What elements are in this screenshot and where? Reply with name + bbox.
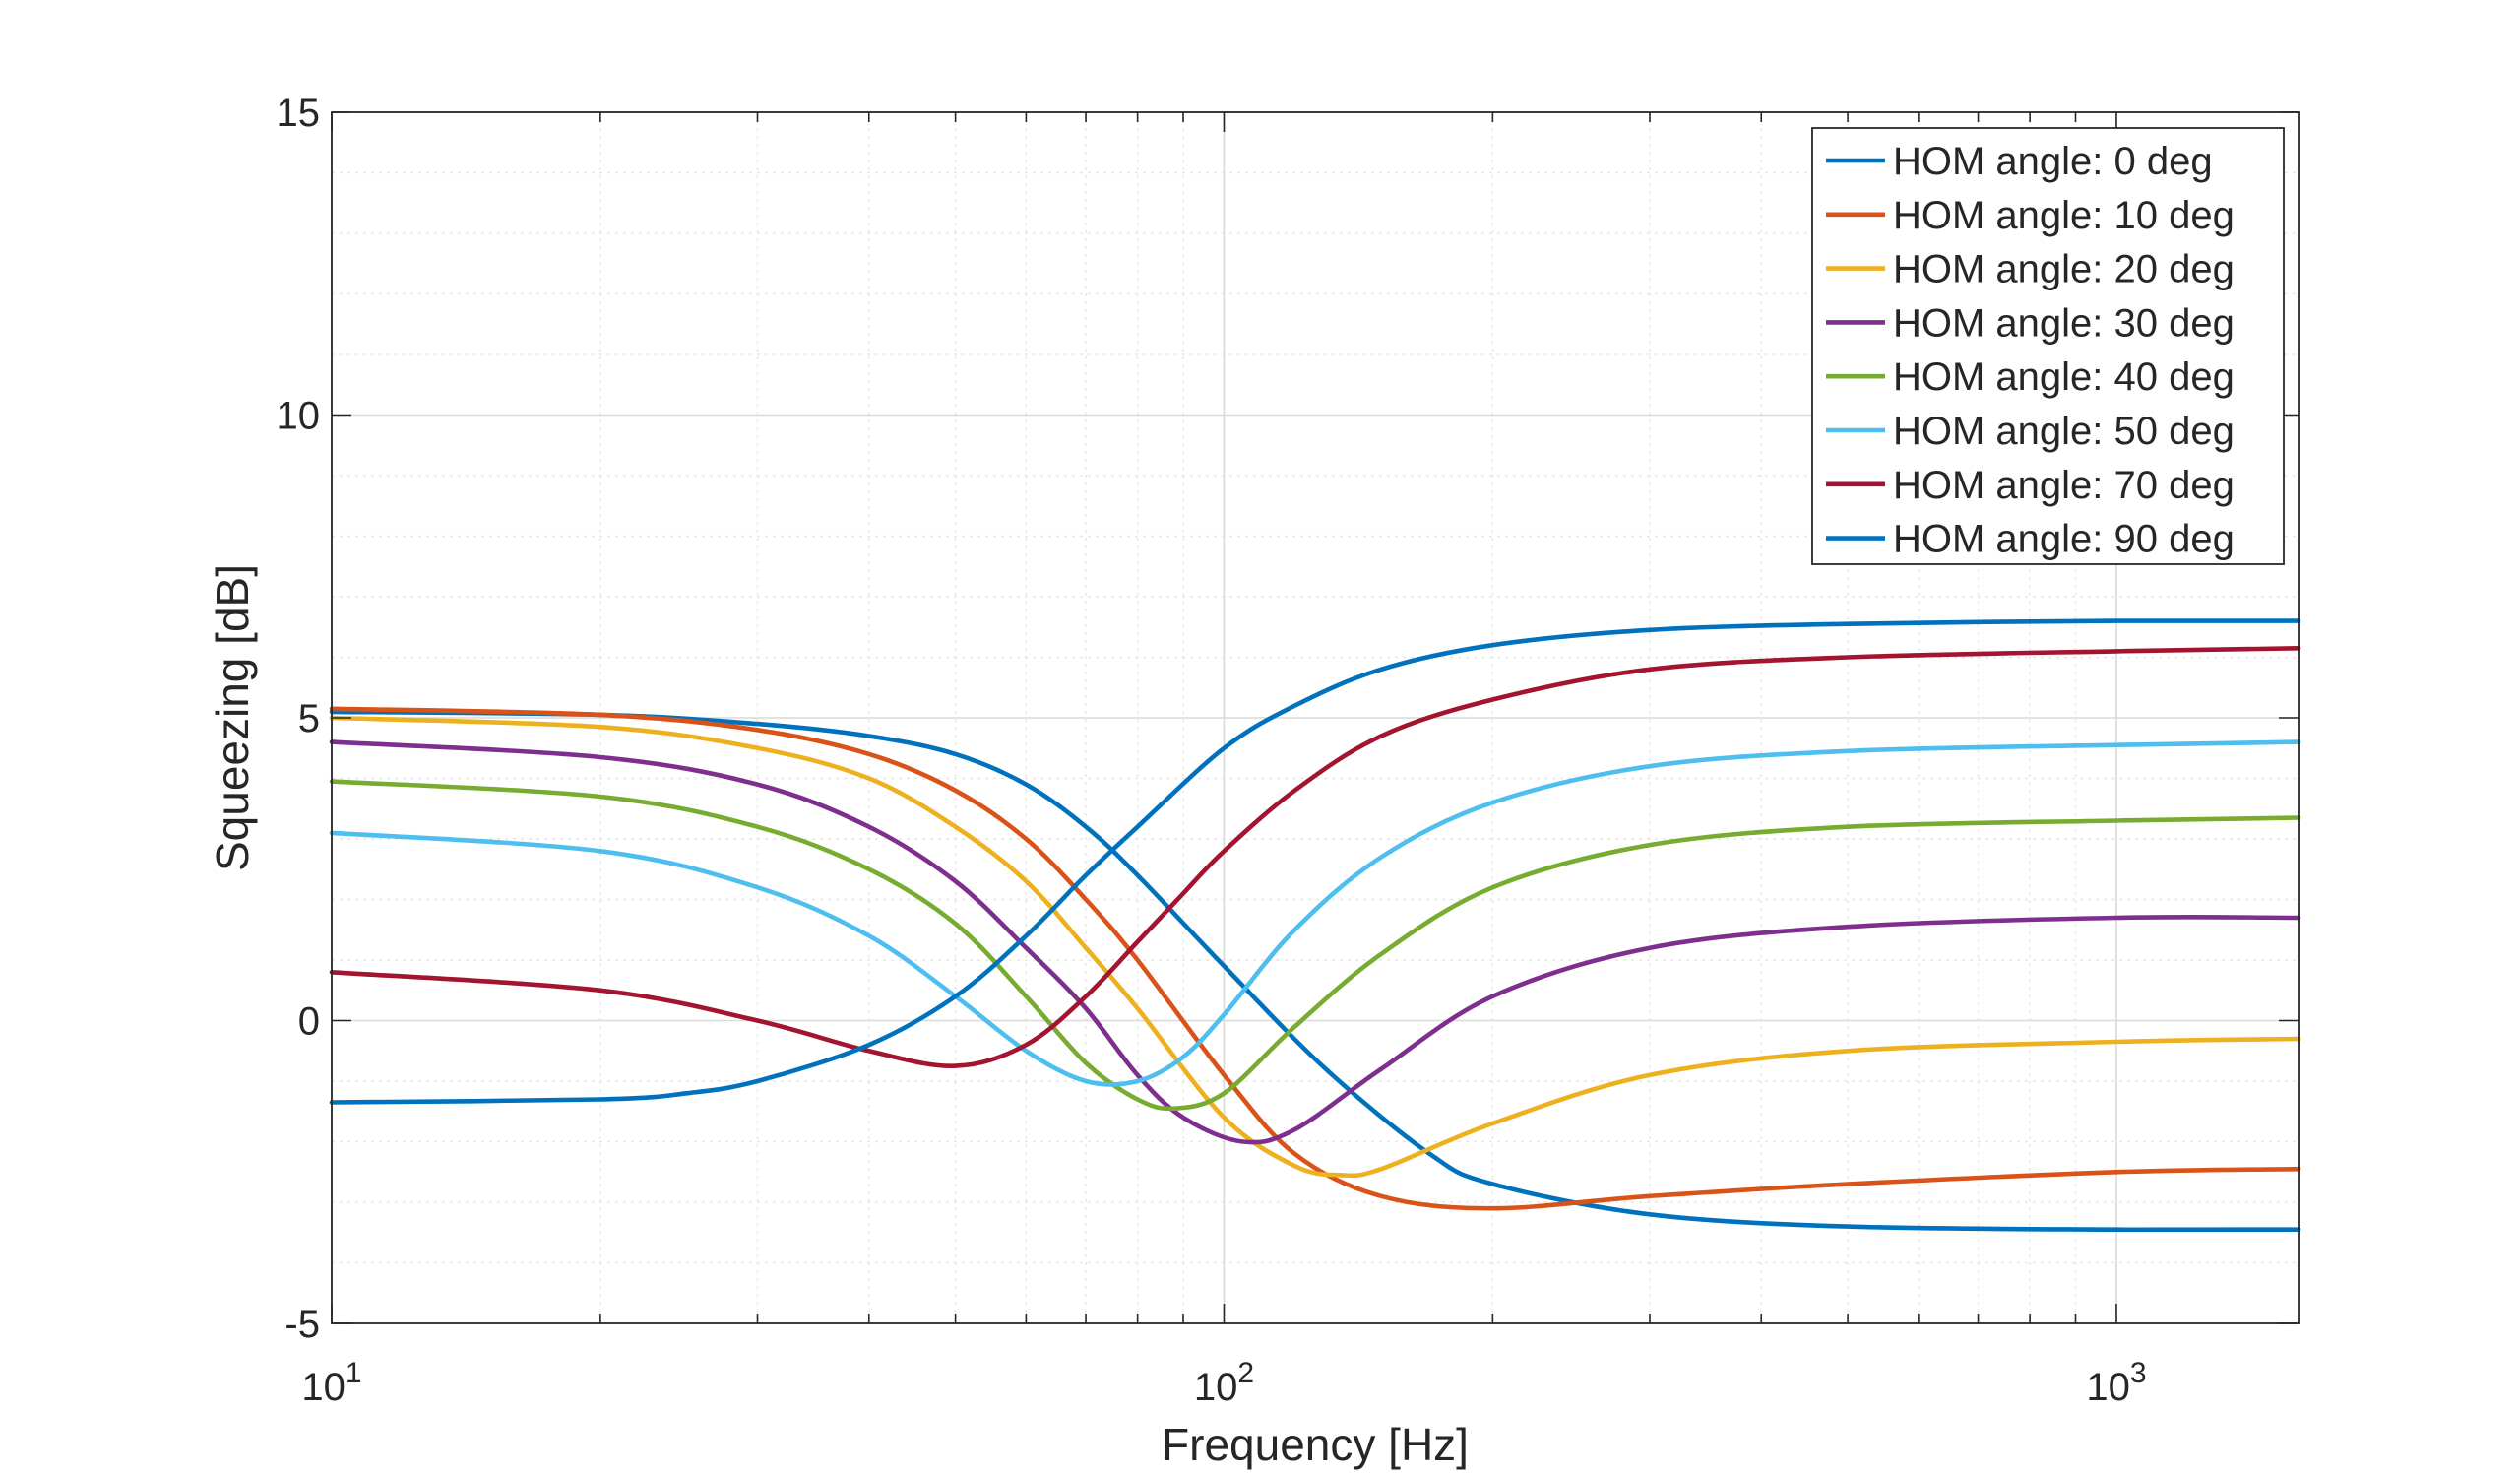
series-line-5	[329, 779, 2301, 1112]
series-line-3	[329, 715, 2301, 1179]
legend-label: HOM angle: 50 deg	[1893, 410, 2235, 453]
y-axis-label: Squeezing [dB]	[207, 564, 258, 871]
legend-label: HOM angle: 0 deg	[1893, 140, 2213, 183]
x-axis-label: Frequency [Hz]	[1162, 1419, 1469, 1470]
series-line-4	[329, 739, 2301, 1145]
legend-label: HOM angle: 30 deg	[1893, 301, 2235, 345]
series-line-7	[329, 646, 2301, 1068]
x-tick-label: 103	[2086, 1357, 2146, 1409]
legend-items: HOM angle: 0 deg HOM angle: 10 deg HOM ang…	[1826, 140, 2235, 561]
legend-box	[1811, 127, 2285, 565]
tick-label-layer: 101 102 103 -5 0 5 10 15	[277, 92, 2147, 1409]
legend[interactable]: HOM angle: 0 deg HOM angle: 10 deg HOM ang…	[1811, 127, 2285, 565]
series-line-1	[329, 709, 2301, 1233]
y-tick-label: -5	[284, 1303, 320, 1346]
x-tick-label: 101	[301, 1357, 361, 1409]
legend-label: HOM angle: 40 deg	[1893, 355, 2235, 399]
x-tick-label: 102	[1194, 1357, 1254, 1409]
legend-label: HOM angle: 90 deg	[1893, 518, 2235, 561]
series-line-8	[329, 618, 2301, 1105]
y-tick-label: 5	[298, 697, 320, 740]
y-tick-label: 0	[298, 1000, 320, 1044]
legend-label: HOM angle: 70 deg	[1893, 464, 2235, 507]
series-line-6	[329, 739, 2301, 1087]
y-tick-label: 10	[277, 395, 321, 438]
legend-label: HOM angle: 10 deg	[1893, 194, 2235, 237]
legend-label: HOM angle: 20 deg	[1893, 248, 2235, 291]
series-line-2	[329, 706, 2301, 1211]
series-layer	[329, 618, 2301, 1233]
y-tick-label: 15	[277, 92, 321, 135]
